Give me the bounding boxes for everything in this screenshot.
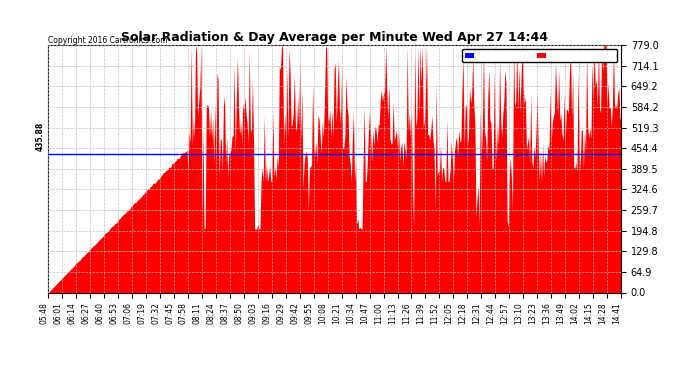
Text: Copyright 2016 Cartronics.com: Copyright 2016 Cartronics.com	[48, 36, 168, 45]
Legend: Median (w/m2), Radiation (w/m2): Median (w/m2), Radiation (w/m2)	[462, 49, 617, 62]
Text: 435.88: 435.88	[36, 122, 45, 151]
Title: Solar Radiation & Day Average per Minute Wed Apr 27 14:44: Solar Radiation & Day Average per Minute…	[121, 31, 548, 44]
